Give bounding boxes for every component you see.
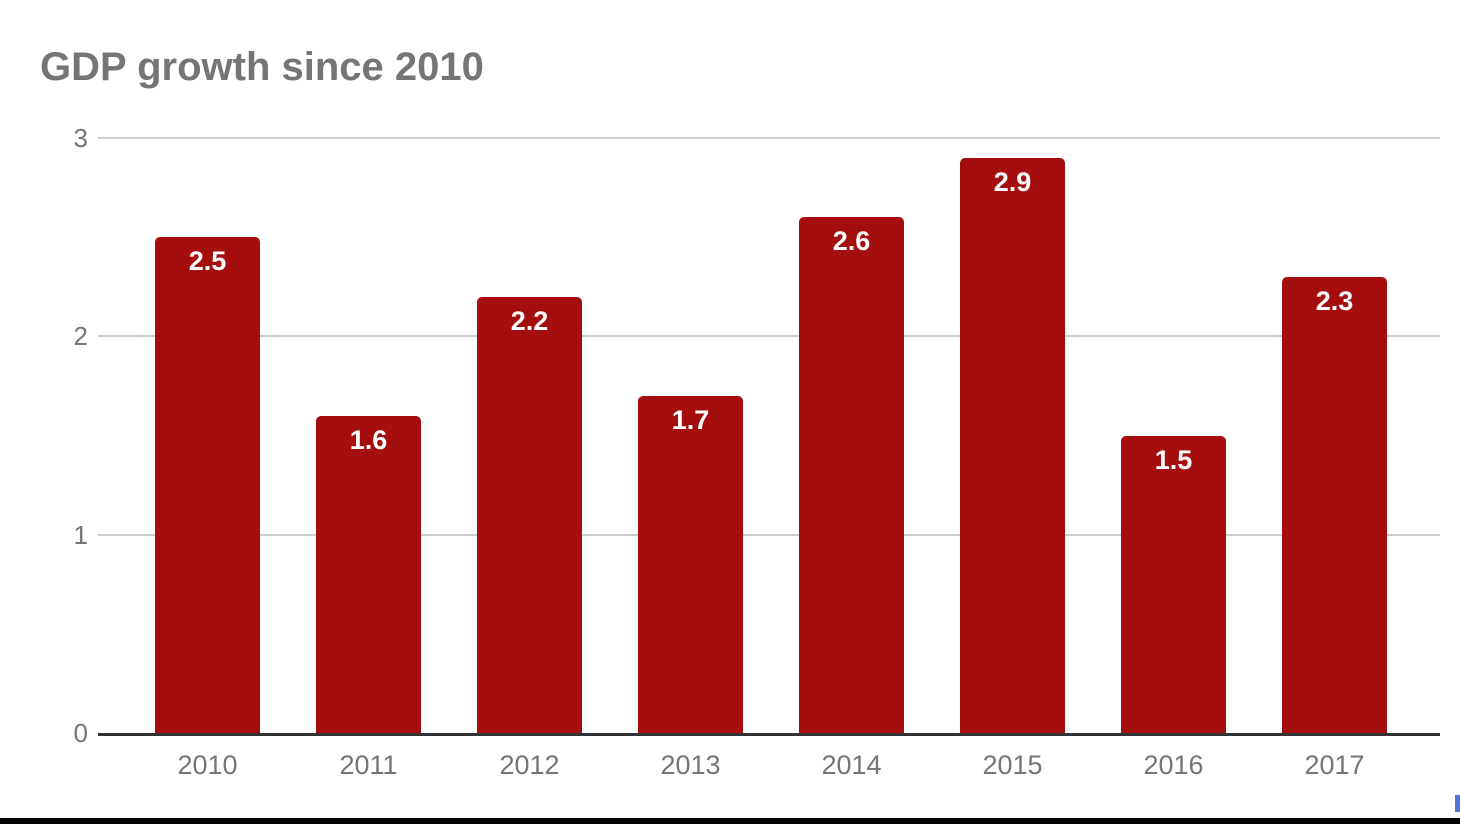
y-tick-label: 3 bbox=[73, 123, 88, 153]
bar[interactable]: 2.6 bbox=[799, 217, 904, 733]
x-tick-label: 2016 bbox=[1143, 750, 1204, 780]
x-tick-label: 2011 bbox=[339, 750, 398, 780]
x-tick-label: 2015 bbox=[982, 750, 1043, 780]
bar-value-label: 2.9 bbox=[993, 167, 1032, 197]
cursor-artifact-icon bbox=[1455, 795, 1460, 812]
bar-value-label: 1.5 bbox=[1154, 445, 1193, 475]
bar-value-label: 2.2 bbox=[510, 306, 549, 336]
gridline bbox=[98, 335, 1440, 337]
bar[interactable]: 1.7 bbox=[638, 396, 743, 733]
x-tick-label: 2017 bbox=[1304, 750, 1365, 780]
gridline bbox=[98, 137, 1440, 139]
y-tick-label: 2 bbox=[73, 321, 88, 351]
bar[interactable]: 2.2 bbox=[477, 297, 582, 733]
bar[interactable]: 1.5 bbox=[1121, 436, 1226, 733]
bar-value-label: 1.6 bbox=[349, 425, 388, 455]
x-tick-label: 2012 bbox=[499, 750, 560, 780]
x-tick-label: 2014 bbox=[821, 750, 882, 780]
x-tick-label: 2010 bbox=[177, 750, 238, 780]
x-axis-line bbox=[98, 733, 1440, 736]
gridline bbox=[98, 534, 1440, 536]
x-tick-label: 2013 bbox=[660, 750, 721, 780]
bar-value-label: 2.3 bbox=[1315, 286, 1354, 316]
bar-value-label: 2.5 bbox=[188, 246, 227, 276]
bar-value-label: 2.6 bbox=[832, 226, 871, 256]
bar[interactable]: 2.3 bbox=[1282, 277, 1387, 733]
y-tick-label: 1 bbox=[73, 520, 88, 550]
chart-title: GDP growth since 2010 bbox=[40, 45, 484, 89]
bottom-window-edge bbox=[0, 818, 1460, 824]
bar-value-label: 1.7 bbox=[671, 405, 710, 435]
bar[interactable]: 2.9 bbox=[960, 158, 1065, 733]
bar[interactable]: 1.6 bbox=[316, 416, 421, 733]
bar[interactable]: 2.5 bbox=[155, 237, 260, 733]
y-tick-label: 0 bbox=[73, 718, 88, 748]
